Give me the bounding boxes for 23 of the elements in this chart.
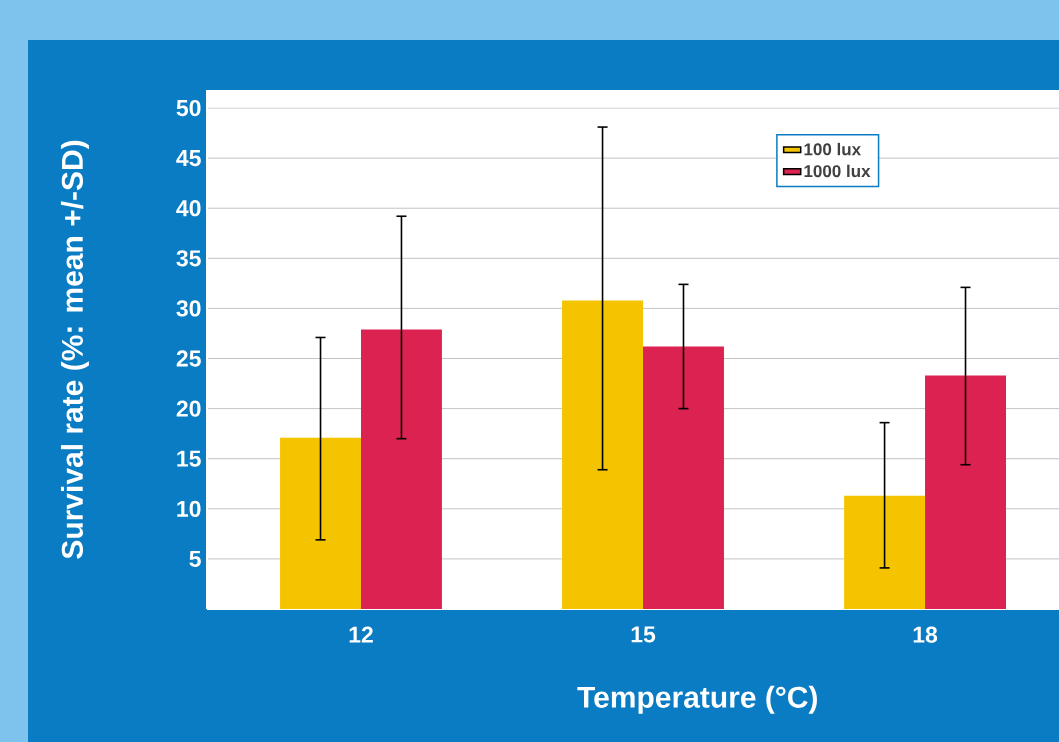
bar xyxy=(280,437,361,609)
x-axis-title: Temperature (°C) xyxy=(577,685,817,714)
y-tick-label: 20 xyxy=(176,400,201,417)
x-tick-label: 18 xyxy=(913,626,938,643)
y-axis-title: Survival rate (%: mean +/-SD) xyxy=(60,140,89,559)
bar xyxy=(844,495,926,609)
y-tick-label: 10 xyxy=(177,500,201,517)
legend-label: 100 lux xyxy=(804,142,861,156)
y-tick-label: 30 xyxy=(176,300,201,317)
legend-label: 1000 lux xyxy=(804,164,871,178)
y-tick-label: 5 xyxy=(189,550,201,567)
y-tick-label: 35 xyxy=(176,250,201,267)
x-tick-label: 15 xyxy=(631,626,656,643)
x-tick-label: 12 xyxy=(349,626,373,643)
y-tick-label: 50 xyxy=(176,99,201,117)
bar xyxy=(643,346,724,609)
y-tick-label: 15 xyxy=(177,450,201,467)
y-tick-label: 45 xyxy=(176,150,201,167)
bar xyxy=(360,329,442,609)
bar xyxy=(562,300,644,609)
y-tick-label: 40 xyxy=(176,200,201,217)
y-tick-label: 25 xyxy=(176,350,201,367)
bar xyxy=(925,375,1006,609)
